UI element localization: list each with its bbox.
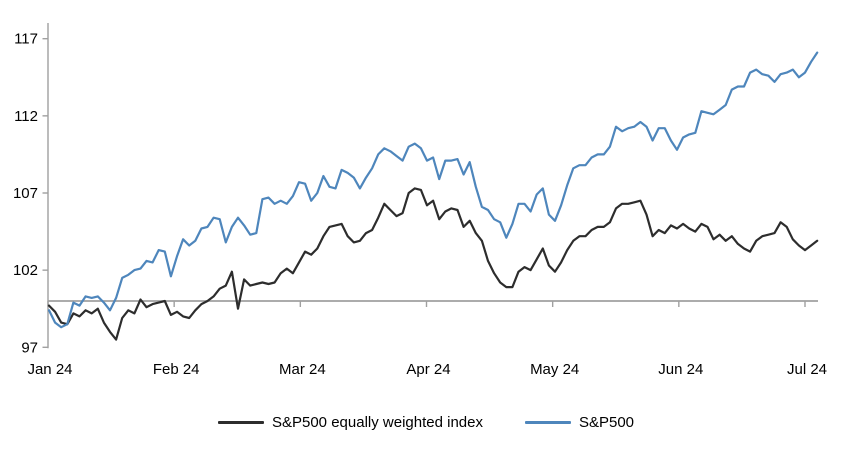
x-axis-tick-label: Apr 24 — [406, 361, 450, 378]
sp500-line-swatch — [524, 420, 571, 424]
legend-item-sp500: S&P500 — [524, 413, 635, 431]
x-axis-tick-label: Jun 24 — [658, 361, 703, 378]
y-axis-tick-label: 97 — [21, 339, 38, 356]
legend-item-equal-weight: S&P500 equally weighted index — [217, 413, 483, 431]
equal-weight-line-swatch — [217, 420, 264, 424]
sp500-line — [47, 51, 819, 329]
legend-label-equal-weight: S&P500 equally weighted index — [271, 413, 483, 431]
x-axis-tick-label: May 24 — [530, 361, 579, 378]
y-axis-tick-label: 112 — [14, 108, 38, 125]
chart-legend: S&P500 equally weighted index S&P500 — [0, 404, 852, 440]
x-axis-tick-label: Mar 24 — [279, 361, 326, 378]
equal-weight-line — [47, 187, 819, 341]
x-axis-tick-label: Jan 24 — [27, 361, 72, 378]
y-axis-tick-label: 102 — [13, 262, 38, 279]
x-axis-tick-label: Jul 24 — [787, 361, 827, 378]
line-chart: 97 102 107 112 117 Jan 24 Feb 24 Mar 24 Apr 24 Ma… — [13, 23, 827, 378]
x-axis-tick-label: Feb 24 — [153, 361, 200, 378]
y-axis-tick-label: 107 — [13, 185, 38, 202]
y-axis-tick-label: 117 — [14, 31, 38, 48]
legend-label-sp500: S&P500 — [578, 413, 635, 431]
